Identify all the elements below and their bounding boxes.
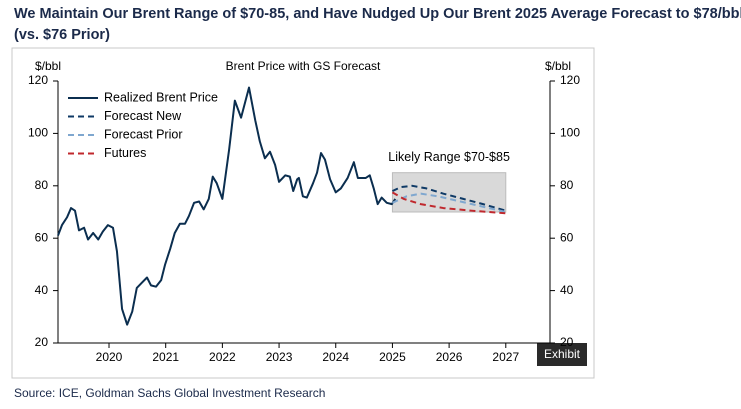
y-tick-label: 60 (35, 230, 49, 244)
series-line (57, 86, 397, 326)
exhibit-button-label[interactable]: Exhibit (544, 347, 581, 361)
heading-line: We Maintain Our Brent Range of $70-85, a… (14, 6, 741, 22)
x-tick-label: 2023 (266, 350, 293, 364)
chart-title: Brent Price with GS Forecast (226, 59, 381, 73)
exhibit-button[interactable] (537, 343, 587, 366)
y-tick-label: 40 (35, 283, 49, 297)
y2-tick-label: 20 (560, 335, 574, 349)
x-tick-label: 2027 (492, 350, 519, 364)
x-tick-label: 2020 (96, 350, 123, 364)
series-line (392, 192, 507, 213)
y-tick-label: 80 (35, 178, 49, 192)
y2-axis-label: $/bbl (545, 59, 571, 73)
legend-label: Forecast Prior (104, 127, 183, 141)
y-tick-label: 120 (28, 73, 48, 87)
source-note: Source: ICE, Goldman Sachs Global Invest… (14, 386, 325, 400)
y-axis-label: $/bbl (35, 59, 61, 73)
range-label: Likely Range $70-$85 (388, 150, 510, 164)
y-tick-label: 100 (28, 126, 48, 140)
y2-tick-label: 80 (560, 178, 574, 192)
y-tick-label: 20 (35, 335, 49, 349)
x-tick-label: 2024 (322, 350, 349, 364)
legend-label: Realized Brent Price (104, 90, 218, 104)
legend-label: Futures (104, 146, 146, 160)
chart-frame (11, 47, 595, 379)
legend-label: Forecast New (104, 109, 182, 123)
y2-tick-label: 100 (560, 126, 580, 140)
x-tick-label: 2021 (152, 350, 179, 364)
series-line (392, 184, 507, 212)
x-tick-label: 2025 (379, 350, 406, 364)
x-tick-label: 2022 (209, 350, 236, 364)
range-band (391, 172, 507, 213)
y2-tick-label: 40 (560, 283, 574, 297)
heading-line: (vs. $76 Prior) (14, 27, 110, 43)
series-line (391, 191, 506, 215)
y2-tick-label: 120 (560, 73, 580, 87)
x-tick-label: 2026 (436, 350, 463, 364)
y2-tick-label: 60 (560, 230, 574, 244)
